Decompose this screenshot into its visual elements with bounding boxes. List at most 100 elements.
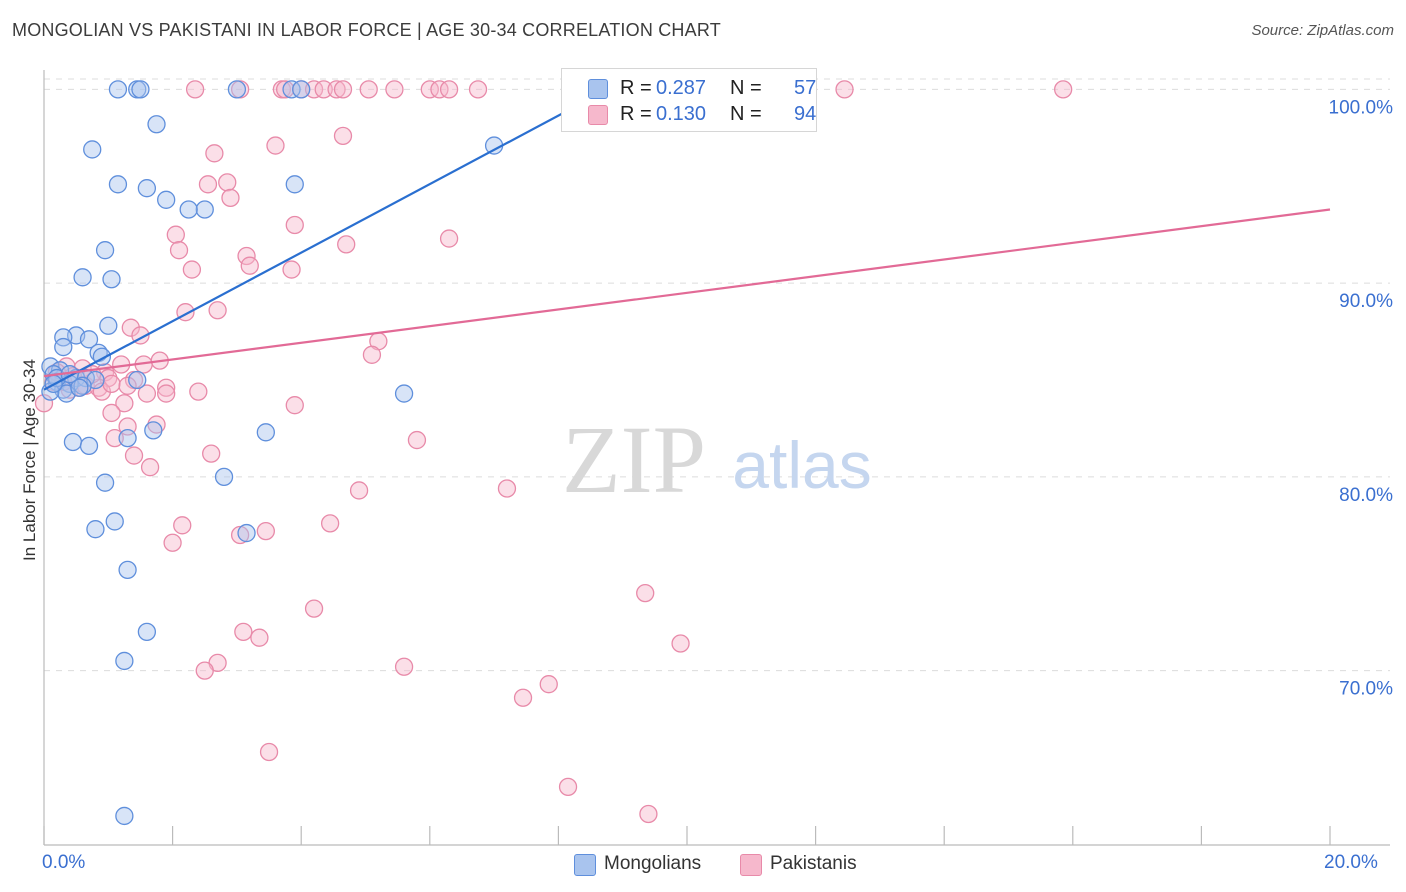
pakistani-point (539, 675, 558, 694)
pakistani-point (166, 225, 185, 244)
legend-row-pakistanis: R = 0.130 N = 94 (562, 101, 816, 127)
mongolian-point (285, 175, 304, 194)
mongolian-point (79, 330, 99, 349)
pakistani-point (102, 403, 121, 423)
mongolian-point (137, 622, 157, 642)
pakistani-point (1054, 80, 1073, 99)
pakistani-point (439, 229, 459, 248)
bottom-legend-label: Pakistanis (770, 853, 857, 874)
pakistani-point (34, 394, 54, 413)
pakistani-point (182, 260, 202, 279)
y-tick-labels: 70.0% 80.0% 90.0% 100.0% (1329, 97, 1394, 699)
bottom-legend-swatch-blue (574, 854, 596, 876)
mongolian-point (115, 806, 134, 826)
pakistani-point (314, 80, 333, 99)
mongolian-point (108, 175, 128, 194)
pakistani-point (105, 428, 124, 448)
pakistani-point (407, 430, 427, 450)
pakistani-point (639, 804, 658, 824)
mongolian-point (86, 520, 105, 539)
trend-lines (43, 107, 1331, 391)
pakistani-point (240, 256, 259, 275)
pakistani-point (202, 444, 221, 463)
pakistani-point (157, 378, 176, 397)
legend-r-label: R = (620, 77, 652, 99)
pakistani-point (198, 175, 218, 194)
watermark: ZIP atlas (562, 406, 872, 513)
pakistani-point (275, 80, 295, 99)
pakistani-point (237, 246, 256, 266)
mongolian-point (95, 473, 115, 492)
pakistani-point (636, 583, 655, 603)
legend-row-mongolians: R = 0.287 N = 57 (562, 75, 816, 101)
mongolian-point (179, 200, 198, 219)
pakistani-point (266, 136, 285, 155)
pakistani-point (362, 345, 382, 364)
pakistani-point (218, 173, 237, 192)
pakistani-point (439, 80, 459, 99)
y-tick-label: 100.0% (1329, 97, 1394, 118)
pakistani-point (333, 80, 353, 99)
pakistani-point (337, 235, 356, 254)
pakistani-point (205, 144, 224, 163)
pakistani-point (173, 516, 192, 535)
pakistani-point (835, 80, 854, 99)
legend-swatch-pink (588, 105, 608, 125)
x-tick-label-max: 20.0% (1324, 852, 1378, 873)
pakistani-point (157, 384, 176, 403)
pakistani-point (250, 628, 269, 647)
legend-n-value: 94 (794, 103, 817, 125)
mongolian-point (54, 337, 73, 357)
pakistani-point (185, 80, 205, 99)
mongolian-point (99, 316, 118, 335)
pakistani-point (189, 382, 208, 401)
y-tick-label: 90.0% (1339, 291, 1393, 312)
mongolian-point (227, 80, 247, 99)
mongolians-trend-line (43, 107, 572, 391)
watermark-atlas: atlas (732, 428, 871, 502)
legend-n-label: N = (730, 77, 762, 99)
y-tick-label: 80.0% (1339, 485, 1393, 506)
mongolian-point (54, 328, 73, 347)
pakistani-point (140, 458, 160, 477)
mongolian-point (73, 268, 92, 287)
pakistanis-points (34, 80, 1073, 824)
pakistani-point (359, 80, 378, 99)
pakistani-point (124, 446, 144, 465)
pakistani-point (671, 634, 690, 653)
mongolian-point (83, 140, 102, 159)
legend-n-value: 57 (794, 77, 817, 99)
pakistani-point (327, 80, 346, 99)
mongolian-point (118, 428, 137, 448)
mongolian-point (73, 376, 92, 395)
legend-n-label: N = (730, 103, 762, 125)
pakistani-point (259, 742, 279, 762)
pakistani-point (285, 215, 304, 235)
mongolian-point (63, 432, 83, 452)
x-tick-label-min: 0.0% (42, 852, 86, 873)
pakistani-point (92, 382, 112, 401)
pakistani-point (221, 188, 240, 208)
mongolian-point (137, 179, 157, 198)
gridlines (44, 78, 1390, 672)
pakistani-point (118, 376, 137, 395)
correlation-legend: R = 0.287 N = 57 R = 0.130 N = 94 (561, 68, 817, 132)
legend-r-value: 0.130 (656, 103, 707, 125)
mongolians-points (41, 80, 504, 826)
pakistani-point (430, 80, 449, 99)
mongolian-point (144, 421, 163, 440)
mongolian-point (131, 80, 150, 99)
pakistani-point (137, 384, 157, 403)
axes (43, 70, 1390, 846)
pakistani-point (285, 396, 304, 415)
mongolian-point (128, 370, 147, 390)
pakistani-point (394, 657, 414, 676)
mongolian-point (282, 80, 301, 99)
pakistani-point (320, 514, 340, 533)
pakistani-point (420, 80, 439, 99)
legend-r-value: 0.287 (656, 77, 707, 99)
mongolian-point (79, 436, 99, 456)
pakistani-point (333, 126, 353, 146)
pakistani-point (468, 80, 488, 99)
pakistani-point (304, 80, 324, 99)
